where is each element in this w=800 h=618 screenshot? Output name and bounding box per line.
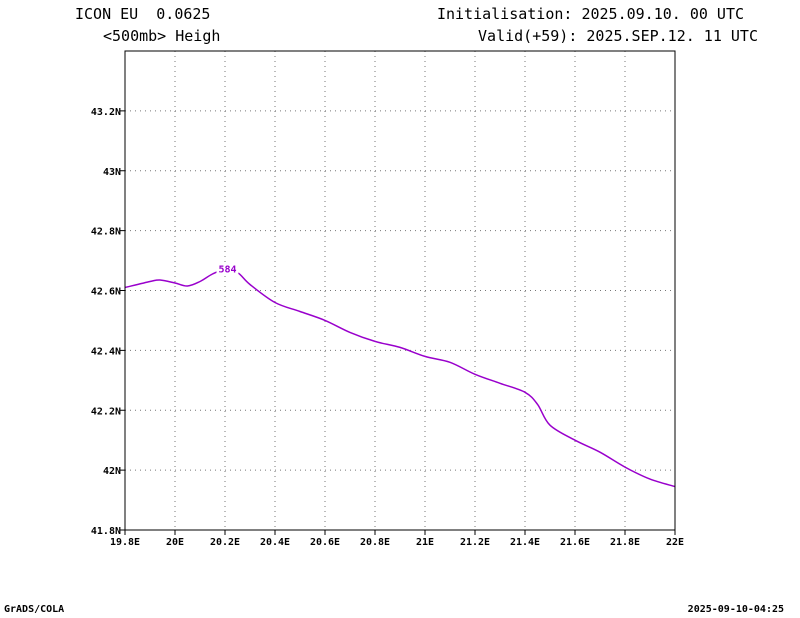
tick-labels: 19.8E 20E 20.2E 20.4E 20.6E 20.8E 21E 21.2E 21.4… [91,107,684,548]
valid-time: Valid(+59): 2025.SEP.12. 11 UTC [478,27,758,45]
x-tick-label: 20.4E [260,537,290,548]
model-title: ICON EU 0.0625 [75,5,211,23]
series-group: 584 [124,262,676,488]
x-tick-label: 21.4E [510,537,540,548]
init-time: Initialisation: 2025.09.10. 00 UTC [436,5,744,23]
contour-label: 584 [218,265,236,276]
footer-left: GrADS/COLA [4,604,65,615]
ticks [120,110,676,535]
y-tick-label: 42.8N [91,227,121,238]
contour-label-bg [216,262,239,274]
grid [125,51,675,530]
y-tick-label: 41.8N [91,526,121,537]
y-tick-label: 42.2N [91,406,121,417]
y-tick-label: 42N [103,466,121,477]
x-tick-label: 21.8E [610,537,640,548]
contour-line [124,268,676,488]
y-tick-label: 42.4N [91,346,121,357]
x-tick-label: 19.8E [110,537,140,548]
x-tick-label: 21E [416,537,434,548]
plot-frame [124,50,676,531]
y-tick-label: 43N [103,167,121,178]
field-title: <500mb> Heigh [103,27,221,45]
y-tick-label: 42.6N [91,287,121,298]
x-tick-label: 21.6E [560,537,590,548]
x-tick-label: 20E [166,537,184,548]
y-tick-label: 43.2N [91,107,121,118]
x-tick-label: 21.2E [460,537,490,548]
x-tick-label: 20.6E [310,537,340,548]
x-tick-label: 20.2E [210,537,240,548]
footer-right: 2025-09-10-04:25 [687,604,784,615]
x-tick-label: 22E [666,537,684,548]
x-tick-label: 20.8E [360,537,390,548]
